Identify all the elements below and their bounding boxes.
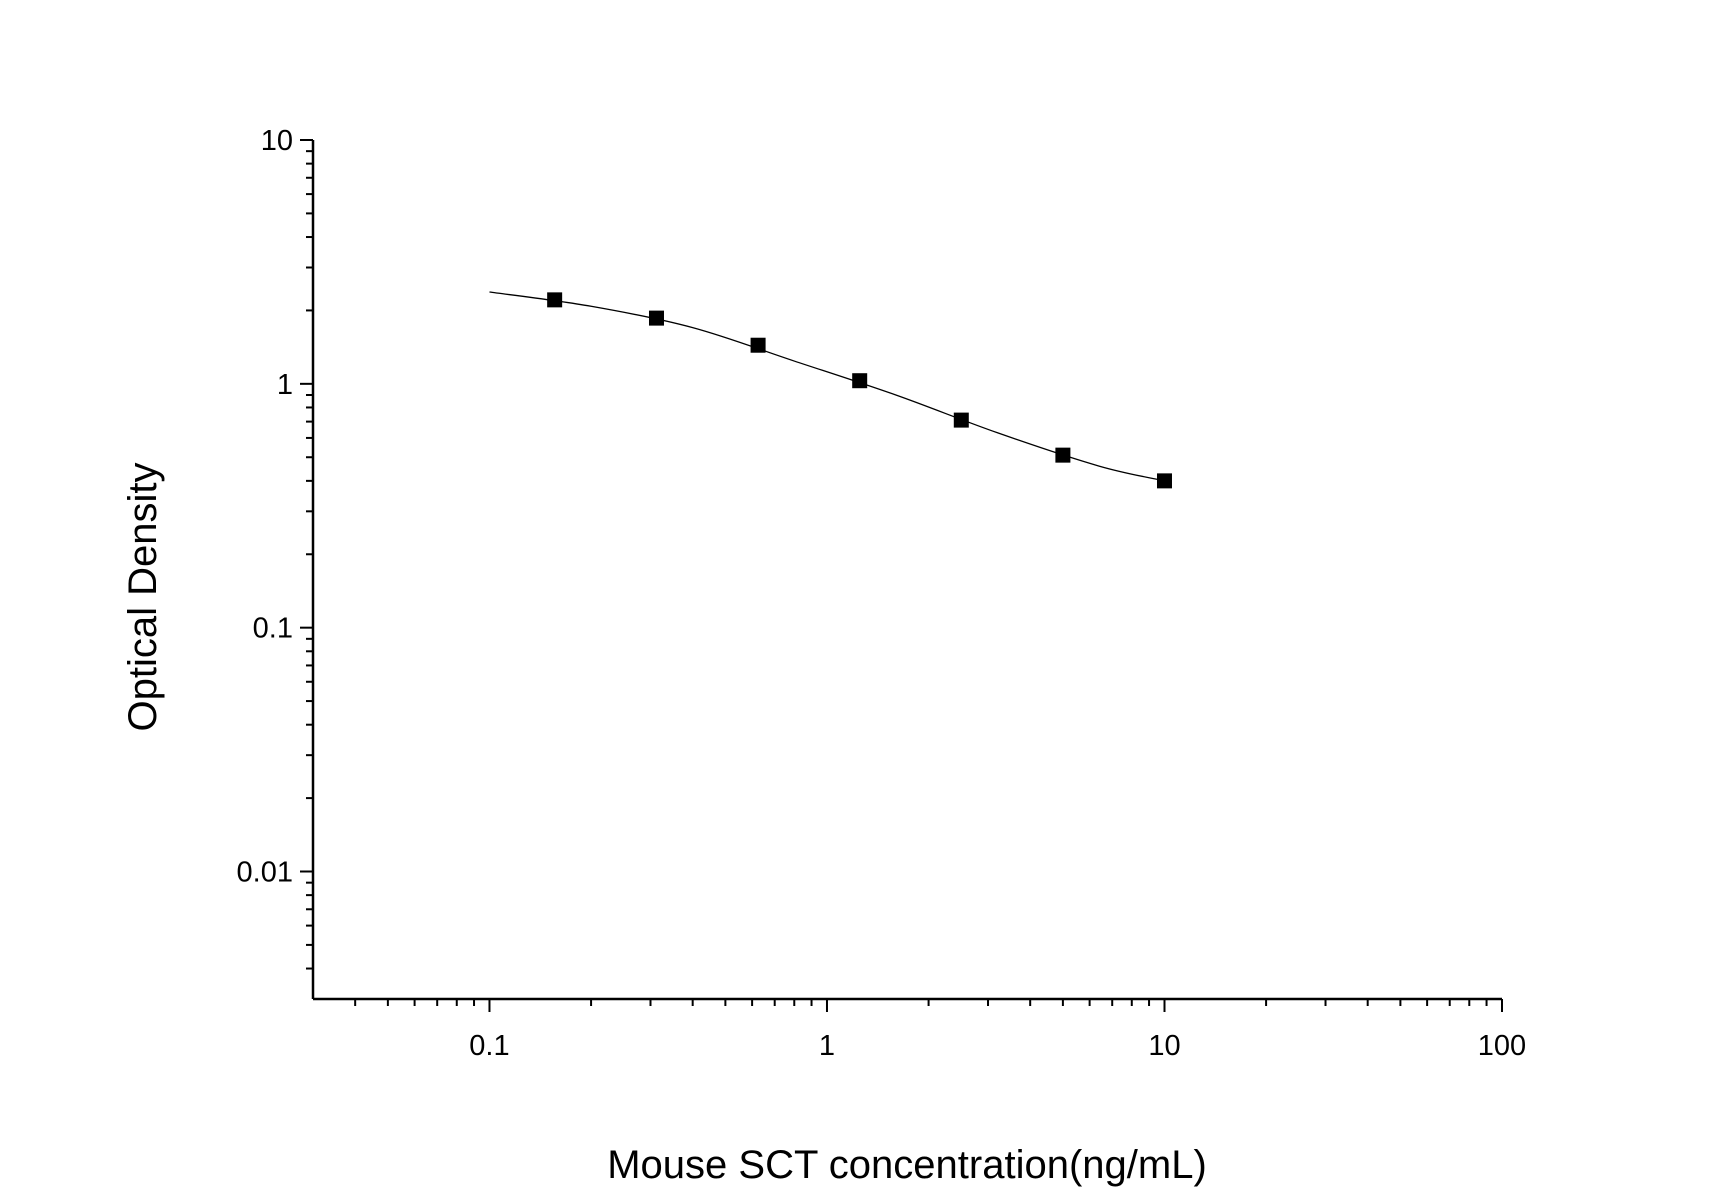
data-point <box>1156 473 1172 489</box>
x-tick-label: 10 <box>1148 1030 1180 1062</box>
y-tick-label: 0.1 <box>253 613 293 645</box>
y-tick-label: 10 <box>261 125 293 157</box>
y-tick-label: 1 <box>277 369 293 401</box>
fit-curve <box>489 291 1165 482</box>
data-point <box>1055 447 1071 463</box>
data-point <box>953 412 969 428</box>
data-point <box>648 310 664 326</box>
x-tick-label: 100 <box>1478 1030 1526 1062</box>
y-tick-label: 0.01 <box>237 857 293 889</box>
data-point <box>852 373 868 389</box>
data-point <box>750 337 766 353</box>
data-point <box>547 292 563 308</box>
x-tick-label: 0.1 <box>469 1030 509 1062</box>
x-tick-label: 1 <box>819 1030 835 1062</box>
x-axis-title: Mouse SCT concentration(ng/mL) <box>607 1143 1207 1187</box>
y-axis-title: Optical Density <box>121 463 165 732</box>
